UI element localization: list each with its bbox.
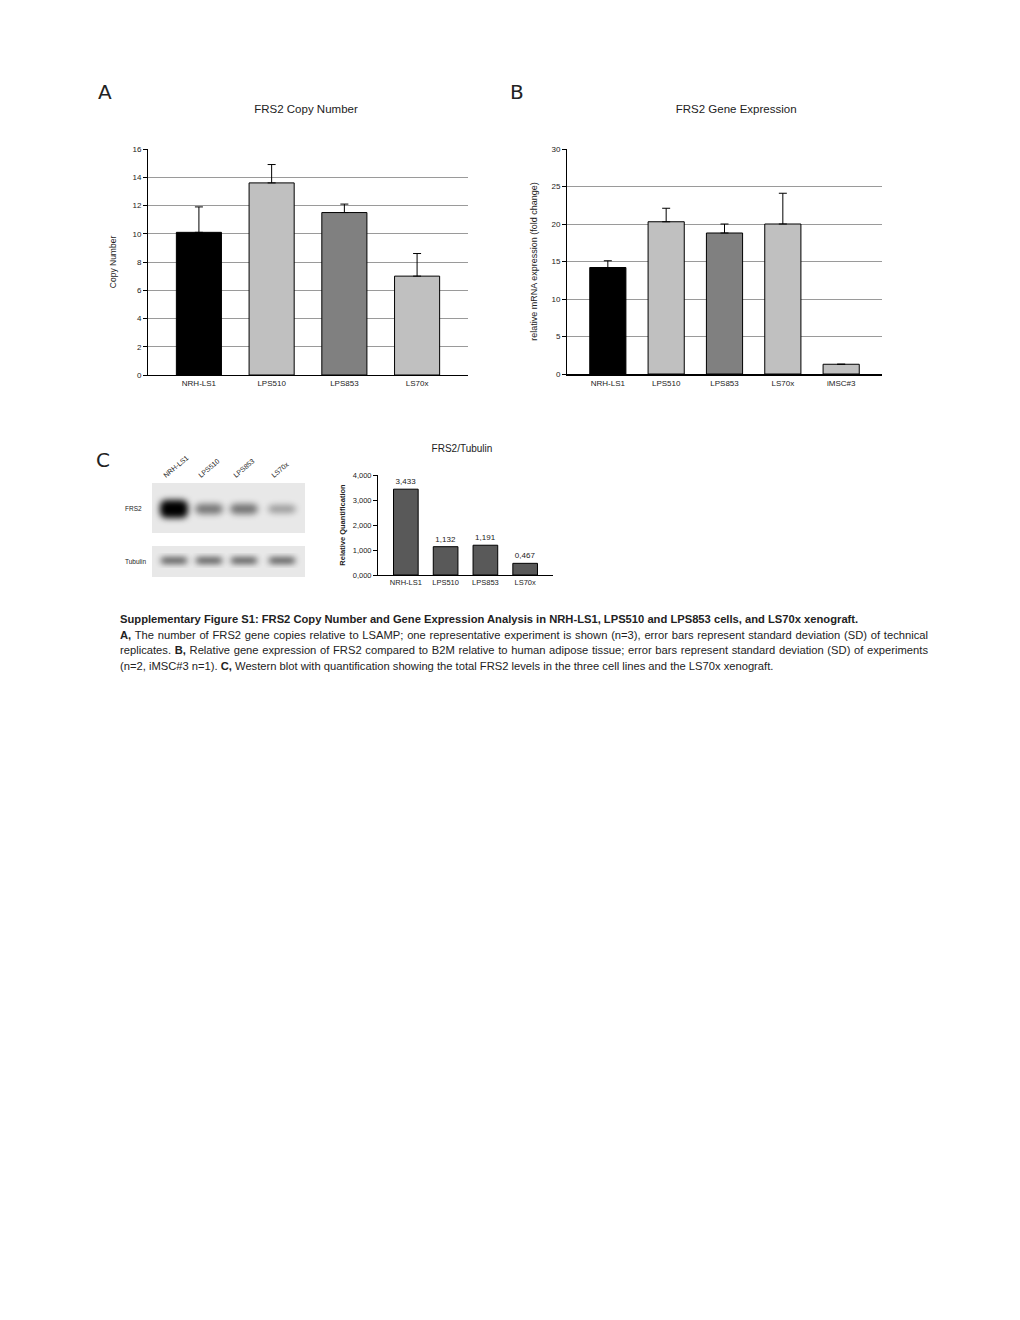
- svg-text:LPS510: LPS510: [432, 578, 459, 587]
- svg-text:NRH-LS1: NRH-LS1: [390, 578, 422, 587]
- svg-text:12: 12: [132, 201, 141, 210]
- svg-text:FRS2: FRS2: [125, 505, 142, 512]
- svg-text:25: 25: [551, 182, 560, 191]
- svg-text:10: 10: [551, 295, 560, 304]
- svg-text:0,467: 0,467: [515, 551, 536, 560]
- svg-text:LS70x: LS70x: [515, 578, 537, 587]
- svg-text:FRS2/Tubulin: FRS2/Tubulin: [432, 443, 493, 454]
- svg-text:LPS510: LPS510: [257, 379, 286, 388]
- svg-text:relative mRNA expression (fold: relative mRNA expression (fold change): [529, 182, 539, 341]
- svg-text:4,000: 4,000: [353, 471, 372, 480]
- svg-text:iMSC#3: iMSC#3: [827, 379, 856, 388]
- html-text:B: B: [510, 80, 524, 104]
- svg-text:Tubulin: Tubulin: [125, 558, 146, 565]
- svg-text:14: 14: [132, 173, 141, 182]
- svg-text:LPS853: LPS853: [472, 578, 499, 587]
- svg-text:LPS510: LPS510: [652, 379, 681, 388]
- svg-text:NRH-LS1: NRH-LS1: [591, 379, 626, 388]
- svg-text:2: 2: [137, 343, 142, 352]
- svg-text:Relative Quantification: Relative Quantification: [338, 484, 347, 566]
- svg-text:2,000: 2,000: [353, 521, 372, 530]
- html-text:A, The number of FRS2 gene cop: A, The number of FRS2 gene copies relati…: [120, 628, 928, 672]
- svg-text:LPS853: LPS853: [330, 379, 359, 388]
- svg-text:LPS853: LPS853: [710, 379, 739, 388]
- svg-text:LS70x: LS70x: [270, 460, 290, 478]
- svg-text:30: 30: [551, 145, 560, 154]
- svg-text:3,000: 3,000: [353, 496, 372, 505]
- svg-text:10: 10: [132, 230, 141, 239]
- svg-text:16: 16: [132, 145, 141, 154]
- svg-text:15: 15: [551, 257, 560, 266]
- html-text:A: A: [98, 80, 112, 104]
- svg-text:LPS510: LPS510: [197, 457, 221, 478]
- svg-text:5: 5: [556, 332, 561, 341]
- svg-text:6: 6: [137, 286, 142, 295]
- svg-text:FRS2 Copy Number: FRS2 Copy Number: [254, 103, 358, 115]
- svg-text:NRH-LS1: NRH-LS1: [182, 379, 217, 388]
- svg-text:8: 8: [137, 258, 142, 267]
- svg-text:LS70x: LS70x: [406, 379, 429, 388]
- svg-text:1,000: 1,000: [353, 546, 372, 555]
- svg-text:0: 0: [556, 370, 561, 379]
- html-text:C: C: [96, 448, 110, 472]
- svg-text:LS70x: LS70x: [771, 379, 794, 388]
- svg-text:Copy Number: Copy Number: [108, 236, 118, 289]
- svg-text:4: 4: [137, 314, 142, 323]
- svg-text:0: 0: [137, 371, 142, 380]
- svg-text:3,433: 3,433: [396, 477, 417, 486]
- html-text:Supplementary Figure S1: FRS2: Supplementary Figure S1: FRS2 Copy Numbe…: [120, 613, 859, 625]
- svg-text:0,000: 0,000: [353, 571, 372, 580]
- svg-text:NRH-LS1: NRH-LS1: [162, 454, 190, 479]
- svg-text:1,132: 1,132: [435, 535, 456, 544]
- svg-text:FRS2 Gene Expression: FRS2 Gene Expression: [676, 103, 797, 115]
- svg-text:LPS853: LPS853: [232, 457, 256, 478]
- svg-text:20: 20: [551, 220, 560, 229]
- svg-text:1,191: 1,191: [475, 533, 496, 542]
